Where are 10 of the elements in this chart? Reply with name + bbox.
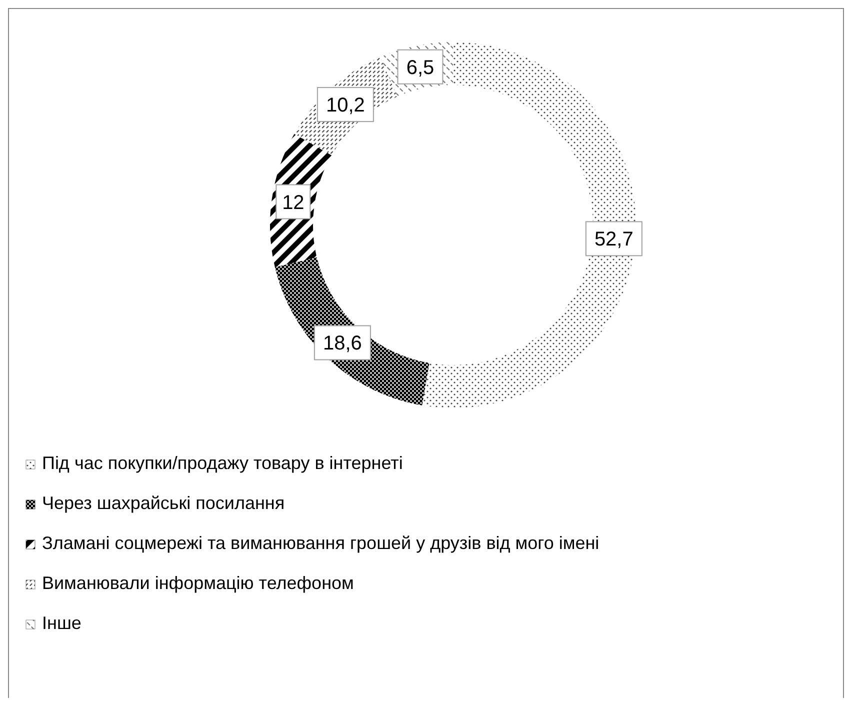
legend-label: Інше: [42, 613, 82, 633]
legend-label: Зламані соцмережі та виманювання грошей у друзів від мого імені: [42, 533, 600, 553]
data-label: 18,6: [322, 332, 362, 355]
data-label: 12: [282, 192, 304, 214]
legend-label: Через шахрайські посилання: [42, 493, 285, 513]
legend-label: Під час покупки/продажу товару в інтернеті: [42, 453, 403, 473]
legend-label: Виманювали інформацію телефоном: [42, 573, 354, 593]
data-label: 10,2: [326, 94, 365, 117]
data-label: 52,7: [594, 228, 634, 251]
data-label: 6,5: [406, 56, 434, 79]
